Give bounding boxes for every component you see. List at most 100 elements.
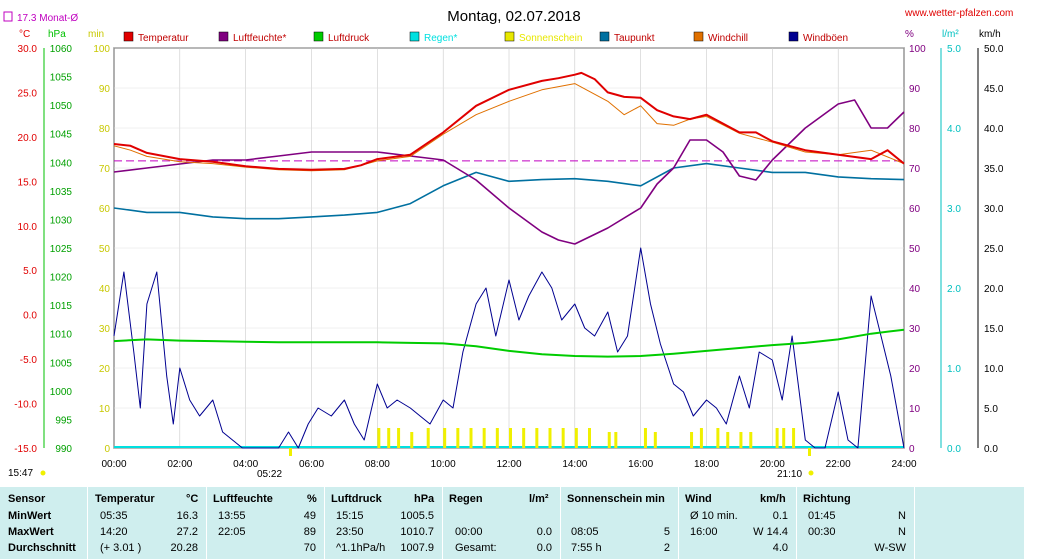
x-tick-label: 02:00 (167, 459, 192, 470)
sunshine-bar (716, 428, 720, 448)
stat-cell-s_time: 08:05 (571, 526, 599, 538)
y-tick-sunshine: 100 (93, 44, 110, 55)
sunshine-bar (782, 428, 786, 448)
series-line-luftfeuchte (113, 99, 905, 245)
sunshine-bar (792, 428, 796, 448)
stat-cell-r_time: 00:00 (455, 526, 483, 538)
legend-swatch[interactable] (504, 31, 515, 42)
stat-cell-h_time: 13:55 (218, 510, 246, 522)
legend-swatch[interactable] (788, 31, 799, 42)
y-tick-humidity: 0 (909, 444, 915, 455)
legend-swatch[interactable] (218, 31, 229, 42)
y-tick-temperature: -10.0 (14, 400, 37, 411)
site-link[interactable]: www.wetter-pfalzen.com (904, 8, 1013, 19)
stat-cell-p_val: 1010.7 (400, 526, 434, 538)
sunset-marker (808, 448, 811, 456)
sunshine-bar (574, 428, 578, 448)
legend-swatch[interactable] (693, 31, 704, 42)
x-tick-label: 18:00 (694, 459, 719, 470)
y-tick-humidity: 90 (909, 84, 921, 95)
legend-label[interactable]: Windböen (803, 33, 848, 44)
stat-cell-h_val: 49 (303, 510, 316, 522)
th-direction: Richtung (803, 493, 851, 505)
stat-cell-s_val: 5 (663, 526, 670, 538)
sunshine-bar (426, 428, 430, 448)
y-tick-pressure: 995 (55, 415, 72, 426)
sunset-label: 21:10 (777, 469, 802, 480)
markers: 15:47 05:22 21:10 (8, 448, 814, 480)
series-line-temperatur (113, 71, 905, 171)
th-humidity: Luftfeuchte (213, 493, 273, 505)
legend-label[interactable]: Luftdruck (328, 33, 370, 44)
sunshine-bar (535, 428, 539, 448)
series-line-luftdruck (113, 328, 905, 358)
legend-swatch[interactable] (599, 31, 610, 42)
th-sensor: Sensor (8, 493, 46, 505)
sunrise-marker (289, 448, 292, 456)
stat-cell-t_val: 20.28 (170, 542, 198, 554)
legend-label[interactable]: Regen* (424, 33, 457, 44)
unit-lm2: l/m² (942, 29, 959, 40)
sunshine-bar (561, 428, 565, 448)
stat-cell-t_time: (+ 3.01 ) (100, 542, 142, 554)
y-tick-pressure: 1040 (50, 158, 73, 169)
y-tick-temperature: -15.0 (14, 444, 37, 455)
sunshine-bar (548, 428, 552, 448)
y-tick-sunshine: 20 (99, 364, 111, 375)
y-tick-rain: 1.0 (947, 364, 961, 375)
legend-label[interactable]: Temperatur (138, 33, 189, 44)
y-tick-wind: 50.0 (984, 44, 1004, 55)
y-tick-pressure: 990 (55, 444, 72, 455)
stat-cell-t_time: 05:35 (100, 510, 128, 522)
y-tick-pressure: 1055 (50, 73, 73, 84)
series-line-windböen (113, 247, 905, 449)
stat-cell-t_time: 14:20 (100, 526, 128, 538)
stat-cell-w_val: 0.1 (772, 510, 788, 522)
y-tick-temperature: 10.0 (18, 222, 38, 233)
legend-swatch[interactable] (313, 31, 324, 42)
month-avg-icon (3, 11, 13, 22)
sunshine-bar (469, 428, 473, 448)
legend-swatch[interactable] (409, 31, 420, 42)
x-tick-label: 16:00 (628, 459, 653, 470)
legend-label[interactable]: Luftfeuchte* (233, 33, 286, 44)
y-tick-temperature: 25.0 (18, 88, 38, 99)
x-tick-label: 14:00 (562, 459, 587, 470)
stat-cell-p_val: 1007.9 (400, 542, 434, 554)
y-tick-rain: 3.0 (947, 204, 961, 215)
sunrise-label: 05:22 (257, 469, 282, 480)
y-tick-humidity: 100 (909, 44, 926, 55)
legend-label[interactable]: Taupunkt (614, 33, 655, 44)
y-tick-pressure: 1020 (50, 273, 73, 284)
unit-celsius: °C (19, 29, 30, 40)
y-tick-pressure: 1035 (50, 187, 73, 198)
sunshine-bar (495, 428, 499, 448)
y-tick-sunshine: 40 (99, 284, 111, 295)
legend-label[interactable]: Sonnenschein (519, 33, 582, 44)
sunshine-bar (653, 432, 657, 448)
sunshine-bar (387, 428, 391, 448)
sunshine-bar (643, 428, 647, 448)
x-tick-label: 22:00 (826, 459, 851, 470)
stat-cell-w_time: Ø 10 min. (690, 510, 738, 522)
legend-label[interactable]: Windchill (708, 33, 748, 44)
x-tick-label: 10:00 (431, 459, 456, 470)
stat-cell-p_time: ^1.1hPa/h (336, 542, 386, 554)
y-tick-wind: 10.0 (984, 364, 1004, 375)
y-tick-wind: 25.0 (984, 244, 1004, 255)
y-tick-humidity: 30 (909, 324, 921, 335)
sunshine-bar (456, 428, 460, 448)
y-tick-humidity: 20 (909, 364, 921, 375)
th-wind-unit: km/h (760, 493, 786, 505)
stat-cell-d_time: 01:45 (808, 510, 836, 522)
sunshine-bar (775, 428, 779, 448)
legend-swatch[interactable] (123, 31, 134, 42)
y-tick-pressure: 1025 (50, 244, 73, 255)
y-tick-wind: 5.0 (984, 404, 998, 415)
y-tick-wind: 0.0 (984, 444, 998, 455)
y-tick-temperature: 0.0 (23, 311, 37, 322)
sunshine-bar (607, 432, 611, 448)
stat-cell-h_val: 70 (303, 542, 316, 554)
y-tick-humidity: 60 (909, 204, 921, 215)
y-tick-wind: 20.0 (984, 284, 1004, 295)
